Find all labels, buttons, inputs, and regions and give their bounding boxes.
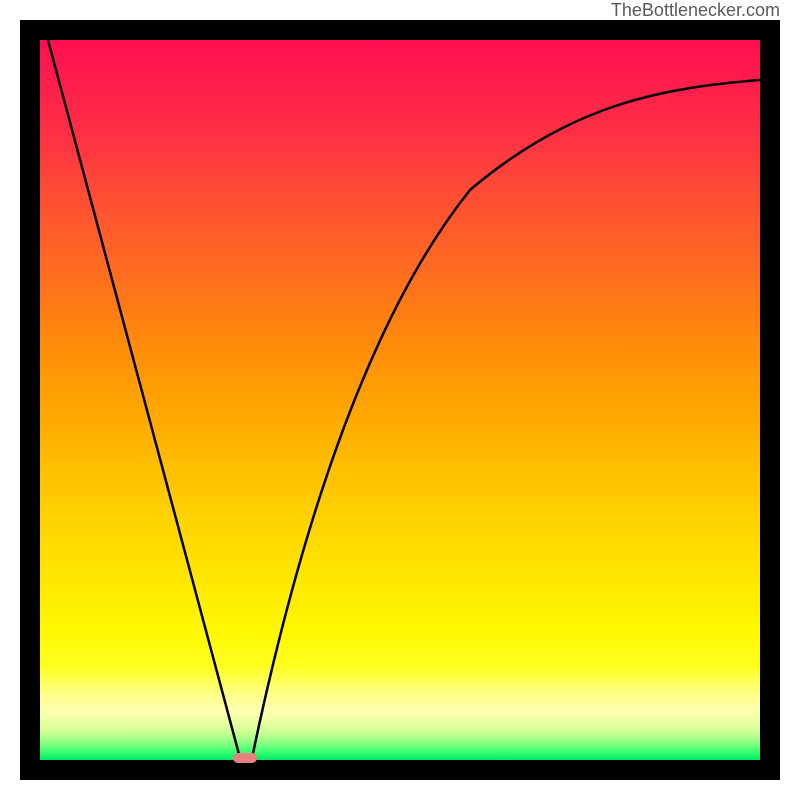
watermark-text: TheBottlenecker.com: [611, 0, 780, 21]
chart-container: TheBottlenecker.com: [0, 0, 800, 800]
left-branch-line: [48, 40, 240, 758]
vertex-marker: [233, 753, 257, 763]
chart-frame: [20, 20, 780, 780]
right-branch-curve: [252, 80, 760, 758]
bottleneck-curve: [40, 40, 760, 760]
